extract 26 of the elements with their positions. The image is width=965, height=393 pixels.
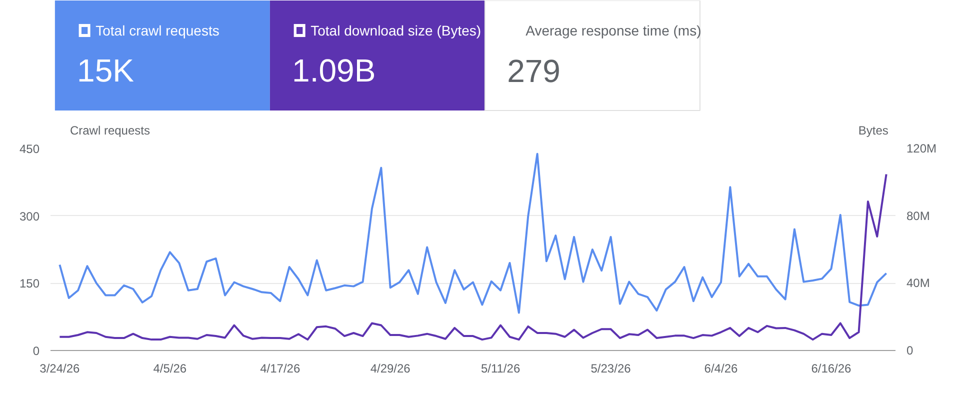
line-series: [58, 173, 888, 341]
y2-tick-label: 0: [906, 344, 914, 358]
x-tick-label: 6/4/26: [704, 362, 738, 376]
legend-label: Total download size (Bytes): [310, 22, 482, 38]
x-tick-label: 4/17/26: [260, 362, 300, 376]
text: Average response time (ms): [526, 22, 702, 38]
y2-tick-label: 80M: [906, 208, 930, 223]
legend-label: Total crawl requests: [96, 22, 220, 38]
y-tick-label: 450: [19, 142, 40, 156]
y-tick-label: 0: [32, 344, 40, 358]
line-series: [58, 152, 888, 314]
text: 15K: [77, 52, 134, 88]
text: 1.09B: [292, 52, 376, 88]
y-tick-label: 300: [19, 209, 40, 224]
x-tick-label: 4/29/26: [370, 362, 411, 376]
text: 279: [507, 53, 560, 89]
x-tick-label: 6/16/26: [811, 362, 852, 376]
y2-axis-title: Bytes: [858, 124, 888, 138]
x-tick-label: 5/11/26: [480, 362, 520, 376]
x-tick-label: 5/23/26: [590, 362, 632, 376]
y2-tick-label: 40M: [906, 276, 930, 290]
y-tick-label: 150: [19, 276, 40, 291]
x-tick-label: 3/24/26: [40, 362, 80, 376]
y2-tick-label: 120M: [906, 142, 937, 156]
y-axis-title: Crawl requests: [70, 124, 150, 138]
x-tick-label: 4/5/26: [153, 362, 187, 376]
